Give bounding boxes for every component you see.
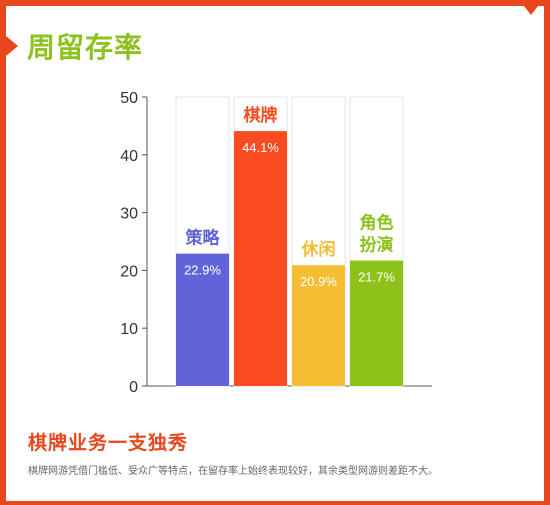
- bar-category-label: 扮演: [360, 235, 394, 256]
- bar-value-label: 44.1%: [242, 140, 279, 155]
- bar-value-label: 22.9%: [184, 263, 221, 278]
- summary-title: 棋牌业务一支独秀: [28, 432, 189, 454]
- top-border: [0, 0, 550, 6]
- bar-category-label: 策略: [186, 228, 221, 249]
- bar-value-label: 21.7%: [358, 270, 395, 285]
- bar-category-label: 休闲: [301, 239, 336, 260]
- bar: [176, 253, 229, 386]
- section-marker-arrow: [6, 36, 18, 56]
- bar: [292, 265, 345, 386]
- y-tick-label: 30: [120, 206, 138, 223]
- bar: [234, 131, 287, 386]
- bar-category-label: 棋牌: [244, 105, 278, 126]
- bar: [350, 260, 403, 386]
- bar-category-label: 角色: [360, 213, 394, 234]
- summary-description: 棋牌网游凭借门槛低、受众广等特点，在留存率上始终表现较好，其余类型网游则差距不大…: [28, 466, 438, 477]
- y-tick-label: 20: [120, 263, 138, 280]
- y-tick-label: 40: [120, 148, 138, 165]
- bottom-border: [0, 501, 550, 505]
- bar-value-label: 20.9%: [300, 274, 337, 289]
- corner-notch: [524, 6, 538, 15]
- y-tick-label: 50: [120, 90, 138, 107]
- y-tick-label: 0: [129, 379, 138, 396]
- right-border: [544, 0, 550, 505]
- page-title: 周留存率: [27, 31, 144, 64]
- y-tick-label: 10: [120, 321, 138, 338]
- left-border: [0, 0, 6, 505]
